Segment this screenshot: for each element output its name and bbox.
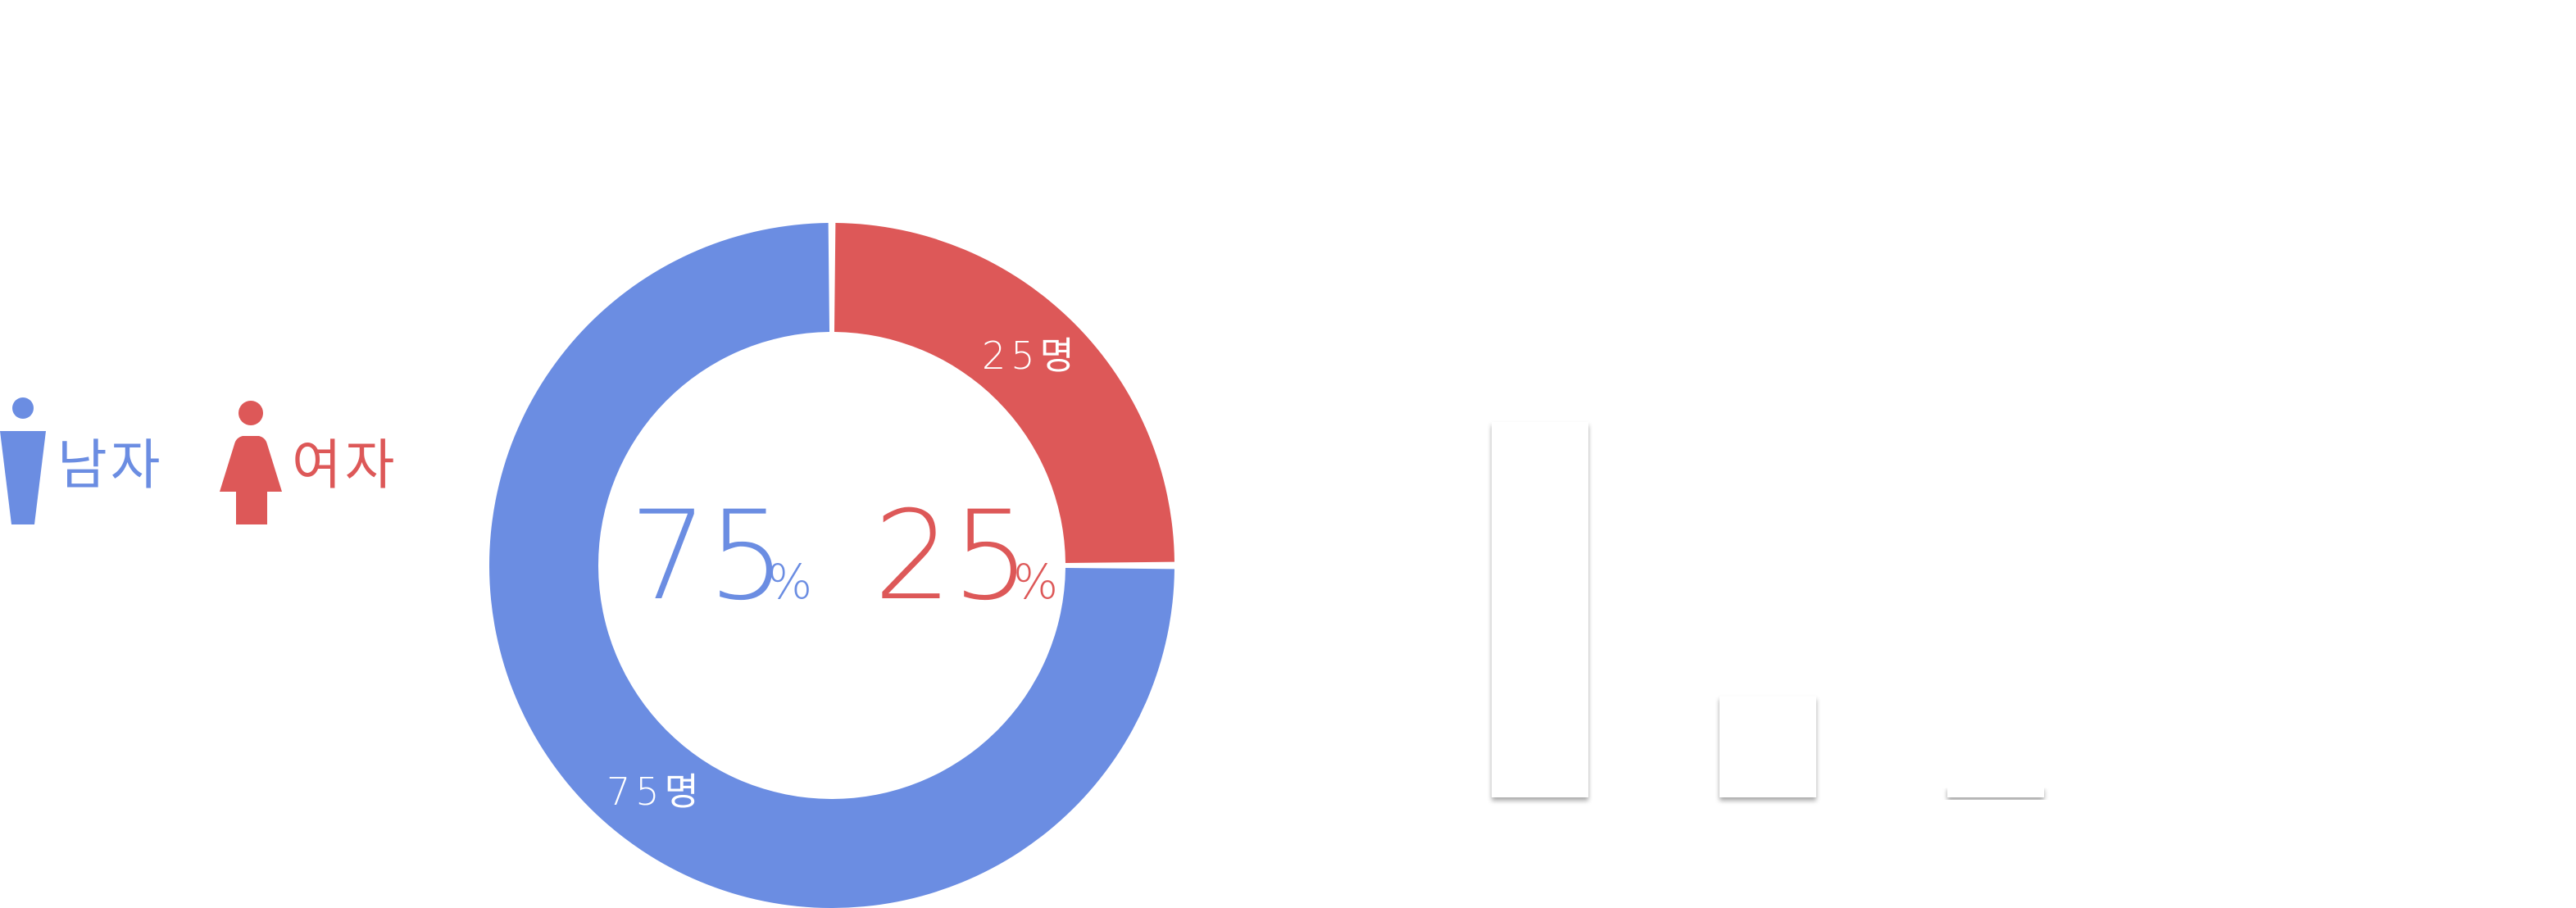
donut-label-female: 25명 [982,334,1079,378]
center-percent-male: 75 % [629,485,812,628]
legend-female: 여자 [220,401,398,524]
donut-chart: 25명 75명 [488,223,1174,908]
female-person-icon [220,401,282,524]
male-percent-value: 75 [629,485,786,628]
male-percent-sign: % [767,554,812,610]
donut-label-male: 75명 [607,770,704,814]
female-percent-value: 25 [874,485,1030,628]
donut-slice-female [834,223,1174,564]
bar-2 [1720,696,1816,797]
bar-chart [1492,422,2044,797]
bar-1 [1492,422,1588,797]
bar-3 [1947,786,2044,797]
legend-male-label: 남자 [57,434,163,497]
male-person-icon [0,397,46,524]
center-percent-female: 25 % [874,485,1058,628]
female-percent-sign: % [1013,554,1058,610]
legend-female-label: 여자 [292,434,398,497]
legend-male: 남자 [0,397,163,524]
donut-slice-male [488,223,1174,908]
